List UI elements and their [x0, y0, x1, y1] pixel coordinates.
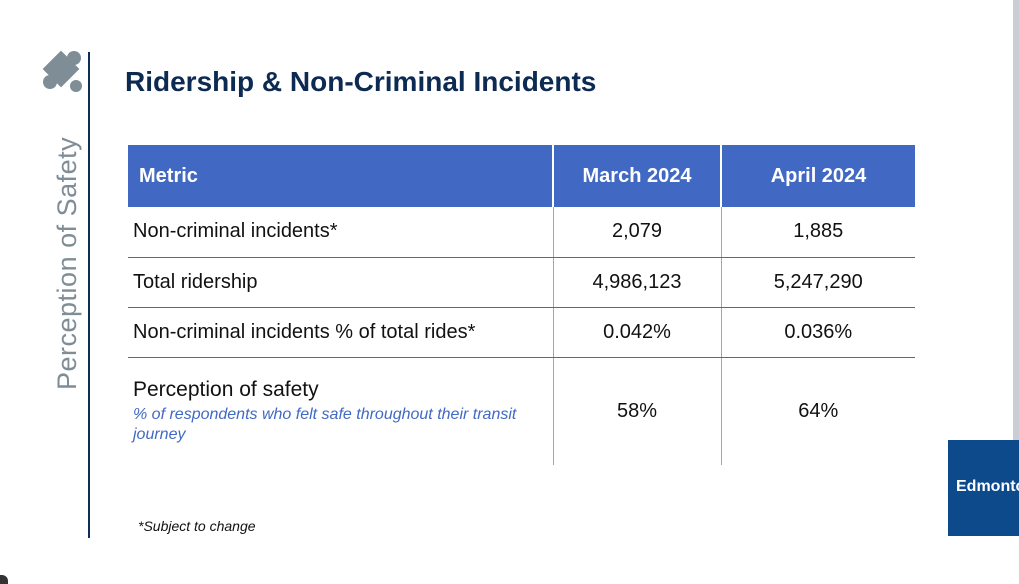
april-value: 0.036%: [721, 307, 915, 358]
vertical-divider: [88, 52, 90, 538]
march-value: 0.042%: [553, 307, 722, 358]
march-value: 58%: [553, 357, 722, 465]
april-value: 64%: [798, 399, 839, 422]
march-value: 4,986,123: [553, 257, 722, 308]
april-value: 1,885: [721, 207, 915, 258]
march-value: 2,079: [553, 207, 722, 258]
table-row: Non-criminal incidents % of total rides*…: [128, 307, 915, 358]
metric-cell: Total ridership: [128, 257, 554, 308]
footnote: *Subject to change: [138, 518, 256, 534]
logo-text: Edmonton: [956, 478, 1019, 495]
header-march: March 2024: [553, 145, 722, 207]
sidebar-section-label: Perception of Safety: [52, 136, 82, 390]
metric-cell: Non-criminal incidents % of total rides*: [128, 307, 554, 358]
table-row: Total ridership 4,986,123 5,247,290: [128, 257, 915, 308]
table-header-row: Metric March 2024 April 2024: [128, 145, 915, 207]
puzzle-piece-icon: [42, 50, 82, 92]
table-row: Non-criminal incidents* 2,079 1,885: [128, 207, 915, 258]
table-row: Perception of safety % of respondents wh…: [128, 357, 915, 465]
metric-label: Perception of safety: [133, 377, 319, 401]
metrics-table: Metric March 2024 April 2024 Non-crimina…: [128, 145, 915, 465]
header-metric: Metric: [128, 145, 554, 207]
april-value: 5,247,290: [721, 257, 915, 308]
metric-cell: Perception of safety % of respondents wh…: [128, 357, 554, 465]
edmonton-logo: Edmonton: [948, 440, 1019, 536]
metric-cell: Non-criminal incidents*: [128, 207, 554, 258]
slide-edge: [1013, 0, 1019, 440]
page-title: Ridership & Non-Criminal Incidents: [125, 66, 597, 97]
metric-note: % of respondents who felt safe throughou…: [133, 405, 517, 443]
header-april: April 2024: [721, 145, 915, 207]
corner-marker: [0, 575, 8, 584]
